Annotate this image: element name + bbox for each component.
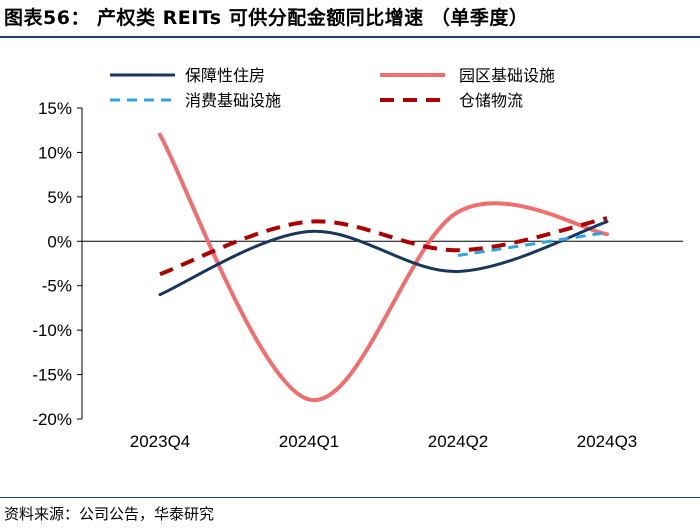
x-tick-label: 2024Q2 xyxy=(428,432,489,451)
y-tick-label: 0% xyxy=(47,232,72,251)
footer-rule xyxy=(0,497,700,498)
y-tick-label: 5% xyxy=(47,188,72,207)
x-tick-label: 2024Q3 xyxy=(577,432,638,451)
y-tick-label: 10% xyxy=(38,143,72,162)
y-tick-label: -10% xyxy=(32,321,72,340)
series-lines xyxy=(158,132,609,402)
y-tick-label: -15% xyxy=(32,366,72,385)
series-line-2 xyxy=(457,230,608,257)
legend-label-3: 仓储物流 xyxy=(459,91,523,110)
source-note: 资料来源：公司公告，华泰研究 xyxy=(4,505,215,523)
y-tick-label: -20% xyxy=(32,410,72,429)
legend-label-2: 消费基础设施 xyxy=(185,91,281,110)
series-line-1 xyxy=(158,132,609,402)
x-tick-label: 2024Q1 xyxy=(279,432,340,451)
y-tick-label: -5% xyxy=(42,277,72,296)
legend-label-1: 园区基础设施 xyxy=(459,66,555,85)
series-line-0 xyxy=(158,220,609,297)
title-rule xyxy=(0,36,700,38)
y-tick-label: 15% xyxy=(38,99,72,118)
series-line-3 xyxy=(159,216,608,277)
chart-title: 图表56： 产权类 REITs 可供分配金额同比增速 （单季度） xyxy=(4,7,529,29)
x-tick-label: 2023Q4 xyxy=(130,432,191,451)
axes: 15% 10% 5% 0% -5% -10% -15% -20% 2023Q4 2024Q1 202… xyxy=(32,99,683,451)
legend-label-0: 保障性住房 xyxy=(185,66,265,85)
